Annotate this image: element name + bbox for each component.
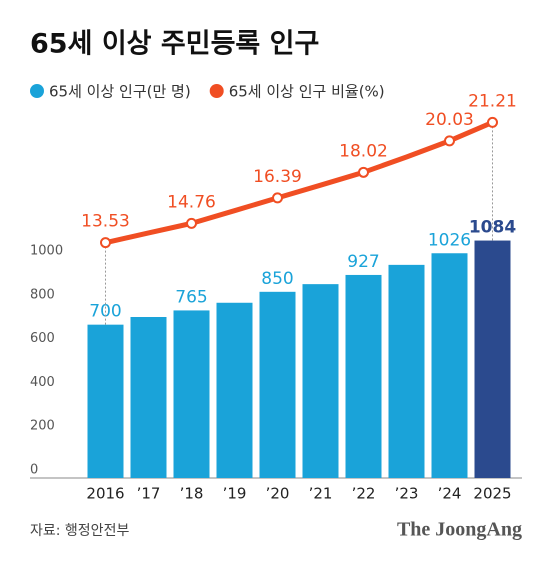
label-bg [341, 250, 386, 271]
bar [173, 310, 210, 478]
line-marker [100, 237, 111, 249]
y-tick-label: 400 [30, 375, 55, 390]
x-tick-label: ’21 [309, 485, 333, 503]
x-tick-label: ’23 [395, 485, 419, 503]
bar [259, 291, 296, 478]
line-value-label: 13.53 [81, 212, 130, 232]
x-tick-label: 2025 [473, 485, 511, 503]
line-value-label: 16.39 [253, 167, 302, 187]
legend-label: 65세 이상 인구 비율(%) [229, 83, 385, 101]
label-bg [255, 267, 300, 288]
y-tick-label: 800 [30, 287, 55, 302]
line-value-label: 14.76 [167, 192, 216, 212]
y-tick-label: 1000 [30, 243, 63, 258]
legend-marker [30, 84, 44, 98]
bar [388, 264, 425, 478]
chart-title: 65세 이상 주민등록 인구 [30, 29, 319, 60]
y-tick-label: 0 [30, 463, 38, 478]
line-marker [487, 116, 498, 128]
bar-value-label: 765 [175, 287, 207, 307]
line [103, 119, 495, 246]
line-value-label: 18.02 [339, 141, 388, 161]
bar-value-label: 927 [347, 252, 379, 272]
line-marker [186, 217, 197, 229]
bar [431, 253, 468, 478]
legend-label: 65세 이상 인구(만 명) [49, 83, 191, 101]
x-tick-label: ’22 [352, 485, 376, 503]
bar-value-label: 1026 [428, 230, 471, 250]
y-tick-label: 200 [30, 419, 55, 434]
brand: The JoongAng [397, 519, 522, 541]
bar [130, 317, 167, 478]
bar [87, 324, 124, 478]
y-tick-label: 600 [30, 331, 55, 346]
line-marker [272, 192, 283, 204]
bar-value-label: 850 [261, 269, 293, 289]
x-tick-label: 2016 [86, 485, 124, 503]
x-tick-label: ’18 [180, 485, 204, 503]
x-tick-label: ’19 [223, 485, 247, 503]
label-bg [169, 286, 214, 307]
source: 자료: 행정안전부 [30, 523, 129, 539]
x-tick-label: ’24 [438, 485, 462, 503]
line-marker [444, 135, 455, 147]
line-marker [358, 166, 369, 178]
bar [345, 274, 382, 478]
x-tick-label: ’20 [266, 485, 290, 503]
x-tick-label: ’17 [137, 485, 161, 503]
line-value-label: 21.21 [468, 91, 517, 111]
bar [474, 240, 511, 478]
label-bg [427, 229, 472, 250]
line-value-label: 20.03 [425, 110, 474, 130]
bar [216, 302, 253, 478]
legend-marker [209, 84, 224, 98]
bar [302, 284, 339, 478]
